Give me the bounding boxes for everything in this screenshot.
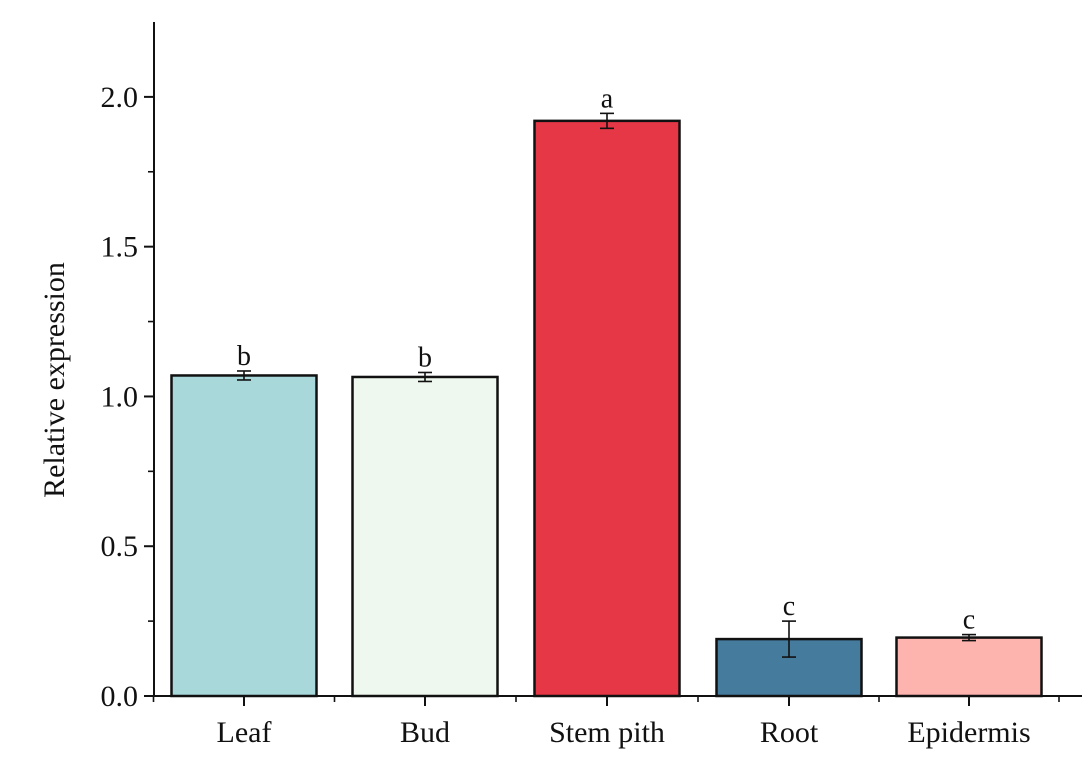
significance-label-bud: b — [418, 342, 432, 373]
x-tick-label-leaf: Leaf — [217, 716, 272, 749]
significance-label-root: c — [783, 591, 795, 622]
significance-label-leaf: b — [237, 341, 251, 372]
bars-layer — [170, 119, 1043, 698]
axes-layer — [144, 22, 1082, 706]
significance-label-epidermis: c — [963, 605, 975, 636]
y-tick-label: 0.5 — [101, 530, 139, 563]
labels-layer: b b a c c 0.0 0.5 1.0 1.5 2.0 Leaf Bud Stem pith Root… — [101, 81, 1031, 749]
x-tick-label-epidermis: Epidermis — [907, 716, 1030, 749]
x-tick-label-bud: Bud — [400, 716, 450, 749]
x-tick-label-root: Root — [760, 716, 819, 749]
significance-label-stem-pith: a — [601, 83, 614, 114]
bar-bud — [351, 375, 499, 698]
y-axis-title: Relative expression — [38, 262, 71, 498]
y-tick-label: 1.0 — [101, 380, 139, 413]
y-tick-label: 1.5 — [101, 231, 139, 264]
bar-stem-pith — [533, 119, 681, 698]
y-tick-label: 0.0 — [101, 680, 139, 713]
error-bars-layer — [237, 112, 976, 658]
y-tick-label: 2.0 — [101, 81, 139, 114]
bar-leaf — [170, 374, 318, 698]
x-tick-label-stem-pith: Stem pith — [549, 716, 665, 749]
bar-epidermis — [895, 636, 1043, 698]
